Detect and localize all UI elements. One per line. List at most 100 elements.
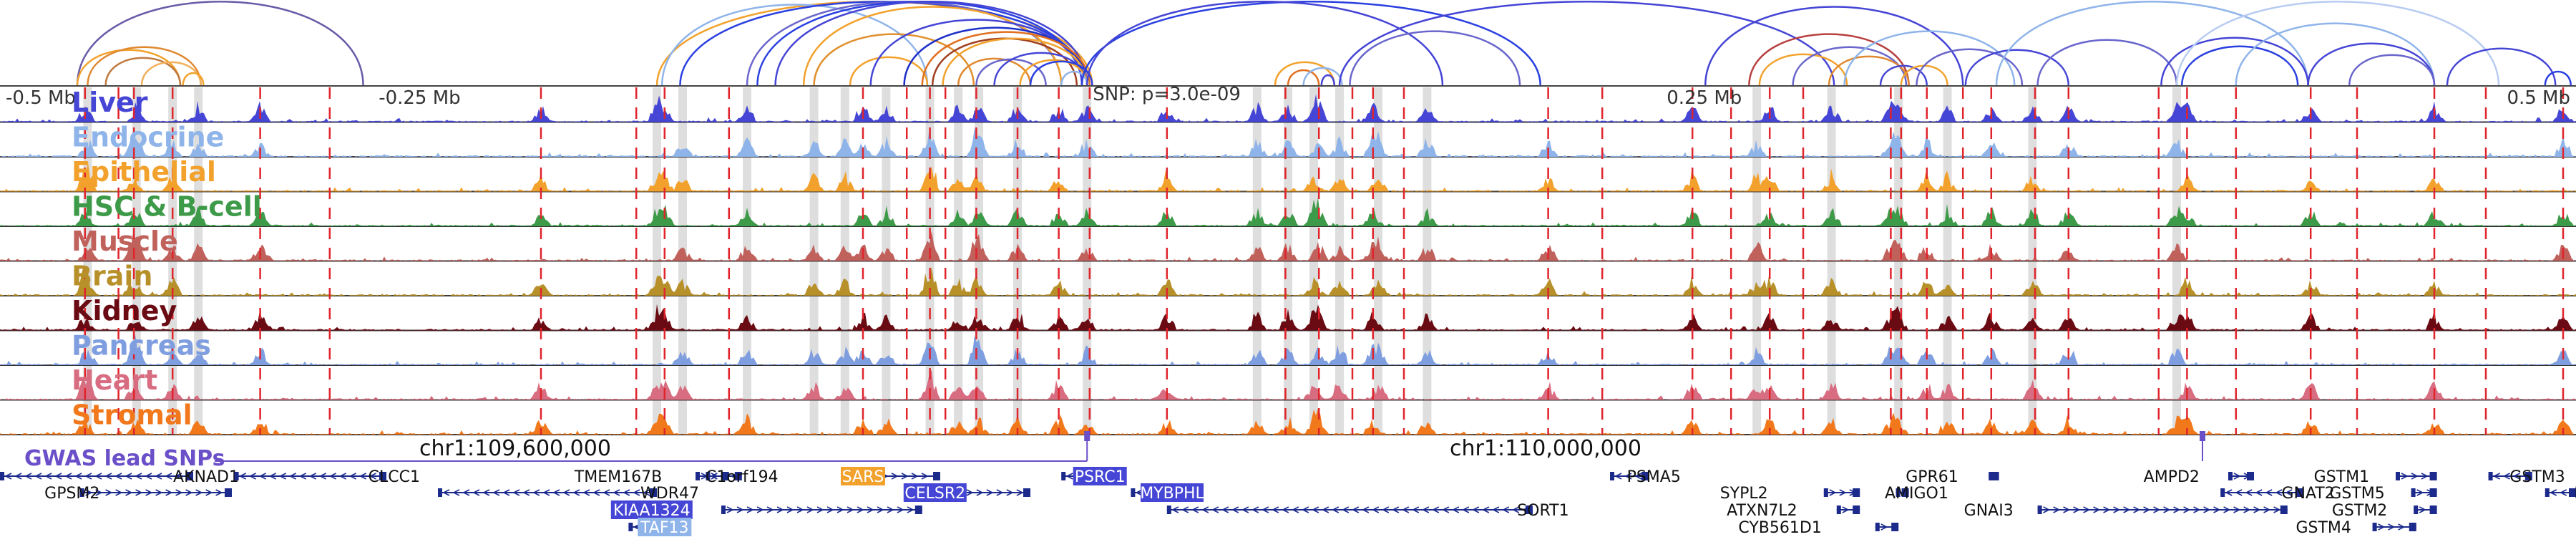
signal-area bbox=[0, 94, 2576, 122]
strand-arrow bbox=[2378, 523, 2386, 531]
strand-arrow bbox=[756, 506, 764, 513]
strand-arrow bbox=[482, 489, 490, 496]
loop-arc bbox=[1758, 53, 1848, 87]
gene-taf13: TAF13 bbox=[628, 518, 692, 537]
snp-label: SNP: p=3.0e-09 bbox=[1093, 84, 1241, 105]
strand-arrow bbox=[921, 473, 929, 480]
gene-label: EPS bbox=[2574, 485, 2576, 503]
strand-arrow bbox=[135, 473, 142, 480]
strand-arrow bbox=[1839, 489, 1847, 496]
strand-arrow bbox=[2123, 506, 2131, 513]
gene-label: SARS bbox=[842, 468, 884, 486]
strand-arrow bbox=[1241, 506, 1249, 513]
strand-arrow bbox=[1462, 506, 1470, 513]
strand-arrow bbox=[2173, 506, 2181, 513]
track-liver bbox=[0, 94, 2576, 123]
gene-label: GSTM2 bbox=[2332, 502, 2387, 520]
gene-exon bbox=[2429, 472, 2437, 480]
strand-arrow bbox=[1512, 506, 1520, 513]
gene-label-highlight bbox=[841, 467, 885, 485]
gwas-label: GWAS lead SNPs bbox=[24, 446, 225, 471]
strand-arrow bbox=[1016, 489, 1024, 496]
gene-exon bbox=[379, 472, 386, 480]
strand-arrow bbox=[816, 506, 824, 513]
strand-arrow bbox=[1292, 506, 1299, 513]
gene-cyb561d1: CYB561D1 bbox=[1738, 519, 1899, 537]
strand-arrow bbox=[2398, 523, 2406, 531]
strand-arrow bbox=[836, 506, 844, 513]
loop-arc bbox=[1828, 55, 1910, 87]
loop-arc bbox=[1964, 49, 2070, 87]
gene-exon bbox=[734, 472, 742, 480]
loop-arc bbox=[1274, 61, 1336, 87]
strand-arrow bbox=[2416, 489, 2424, 496]
gene-label: PSRC1 bbox=[1075, 468, 1126, 486]
strand-arrow bbox=[298, 473, 306, 480]
strand-arrow bbox=[542, 489, 550, 496]
gene-exon bbox=[2429, 488, 2437, 497]
gene-exon bbox=[2488, 472, 2493, 480]
strand-arrow bbox=[288, 473, 296, 480]
strand-arrow bbox=[1432, 506, 1440, 513]
strand-arrow bbox=[1634, 473, 1642, 480]
gene-wdr47: WDR47 bbox=[438, 485, 699, 503]
gene-label-highlight bbox=[610, 500, 693, 519]
signal-area bbox=[0, 127, 2576, 157]
gene-exon bbox=[933, 472, 940, 480]
gene-exon bbox=[1610, 472, 1614, 480]
strand-arrow bbox=[492, 489, 500, 496]
gene-celsr2: CELSR2 bbox=[903, 483, 1030, 503]
strand-arrow bbox=[369, 473, 376, 480]
gene-label: GSTM5 bbox=[2329, 485, 2384, 503]
strand-arrow bbox=[1006, 489, 1014, 496]
loop-arc bbox=[1843, 30, 2016, 87]
gene-label-highlight bbox=[638, 518, 692, 536]
strand-arrow bbox=[901, 473, 909, 480]
strand-arrow bbox=[613, 489, 620, 496]
strand-arrow bbox=[907, 506, 914, 513]
strand-arrow bbox=[1452, 506, 1460, 513]
strand-arrow bbox=[442, 489, 450, 496]
strand-arrow bbox=[248, 473, 256, 480]
strand-arrow bbox=[135, 489, 143, 496]
strand-arrow bbox=[1252, 506, 1259, 513]
strand-arrow bbox=[532, 489, 540, 496]
gene-aknad1: AKNAD1 bbox=[0, 468, 239, 486]
top-axis: -0.5 Mb -0.25 Mb SNP: p=3.0e-09 0.25 Mb … bbox=[0, 84, 2576, 109]
loop-arc bbox=[2036, 39, 2178, 87]
gene-exon bbox=[2228, 472, 2233, 480]
strand-arrow bbox=[1382, 506, 1390, 513]
strand-arrow bbox=[2235, 489, 2243, 496]
loop-arc bbox=[921, 31, 1091, 87]
strand-arrow bbox=[1492, 506, 1500, 513]
strand-arrow bbox=[562, 489, 570, 496]
strand-arrow bbox=[14, 473, 22, 480]
gene-label: TMEM167B bbox=[574, 468, 662, 486]
loop-arc bbox=[774, 1, 1088, 87]
track-kidney bbox=[0, 304, 2576, 332]
strand-arrow bbox=[1482, 506, 1490, 513]
strand-arrow bbox=[215, 489, 223, 496]
strand-arrow bbox=[582, 489, 590, 496]
strand-arrow bbox=[776, 506, 784, 513]
gene-psrc1: PSRC1 bbox=[1061, 467, 1127, 486]
gene-label: GSTM3 bbox=[2509, 468, 2565, 486]
strand-arrow bbox=[633, 489, 640, 496]
signal-area bbox=[0, 197, 2576, 226]
track-label: Kidney bbox=[72, 295, 177, 326]
strand-arrow bbox=[847, 506, 854, 513]
strand-arrow bbox=[746, 506, 754, 513]
signal-area bbox=[0, 334, 2576, 365]
strand-arrow bbox=[2502, 473, 2510, 480]
strand-arrow bbox=[2285, 489, 2293, 496]
strand-arrow bbox=[358, 473, 366, 480]
strand-arrow bbox=[2083, 506, 2091, 513]
strand-arrow bbox=[2388, 523, 2396, 531]
track-label: Pancreas bbox=[72, 330, 211, 362]
gene-clcc1: CLCC1 bbox=[234, 468, 420, 486]
gene-gstm2: GSTM2 bbox=[2332, 502, 2437, 520]
strand-arrow bbox=[1502, 506, 1510, 513]
signal-area bbox=[0, 162, 2576, 192]
strand-arrow bbox=[2245, 489, 2253, 496]
